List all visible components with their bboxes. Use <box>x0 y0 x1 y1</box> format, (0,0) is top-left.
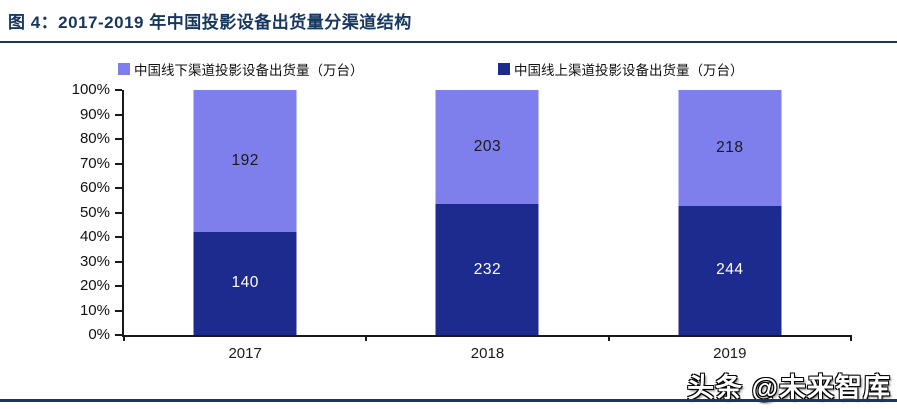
y-axis-tick <box>115 89 122 91</box>
y-axis-tick <box>115 187 122 189</box>
y-axis-tick-label: 60% <box>79 179 110 196</box>
bar-value-label: 218 <box>716 138 744 156</box>
y-axis-tick-label: 20% <box>79 277 110 294</box>
title-underline <box>0 41 897 43</box>
y-axis-tick-label: 30% <box>79 252 110 270</box>
y-axis-tick <box>115 236 122 238</box>
legend-item-offline: 中国线下渠道投影设备出货量（万台） <box>118 59 364 79</box>
x-axis-tick <box>365 335 368 341</box>
bar-value-label: 232 <box>473 260 502 278</box>
y-axis-tick <box>115 113 122 116</box>
bar-segment: 203 <box>435 90 539 205</box>
x-axis-category-label: 2017 <box>228 345 262 362</box>
plot-area: 0% 10% 20% 30% 40% 50% 60% 70% 80% 90% 100% 140 192 2… <box>72 81 852 362</box>
y-axis-tick-label: 100% <box>71 81 110 98</box>
y-axis-tick <box>115 309 122 312</box>
bar-segment: 192 <box>193 90 297 232</box>
y-axis-tick-label: 0% <box>88 326 110 343</box>
bar-segment: 232 <box>435 204 539 335</box>
bar-value-label: 203 <box>473 138 502 156</box>
x-axis-category-label: 2019 <box>713 345 747 362</box>
y-axis-tick-label: 10% <box>79 301 110 319</box>
bar-segment: 218 <box>678 90 782 206</box>
legend-swatch-offline-icon <box>118 63 130 75</box>
page-title: 图 4：2017-2019 年中国投影设备出货量分渠道结构 <box>8 13 412 32</box>
category-column: 140 192 2017 <box>124 90 366 362</box>
y-axis-tick <box>115 138 122 140</box>
y-axis-tick <box>115 260 122 263</box>
bar-value-label: 192 <box>231 151 259 169</box>
y-axis-tick <box>115 162 122 165</box>
legend-item-online: 中国线上渠道投影设备出货量（万台） <box>498 59 744 79</box>
category-column: 244 218 2019 <box>609 90 851 362</box>
y-axis-tick-label: 40% <box>79 228 110 245</box>
bar-value-label: 140 <box>231 274 259 292</box>
y-axis-tick <box>115 334 122 336</box>
chart-legend: 中国线下渠道投影设备出货量（万台） 中国线上渠道投影设备出货量（万台） <box>0 59 897 79</box>
x-axis-category-label: 2018 <box>470 345 505 362</box>
y-axis-tick-label: 70% <box>79 154 110 172</box>
category-column: 232 203 2018 <box>366 90 608 362</box>
legend-label-offline: 中国线下渠道投影设备出货量（万台） <box>134 63 364 78</box>
y-axis-tick <box>115 285 122 287</box>
legend-label-online: 中国线上渠道投影设备出货量（万台） <box>514 63 744 78</box>
stacked-bar: 140 192 <box>193 90 297 335</box>
x-axis-tick <box>607 335 610 341</box>
y-axis-tick-label: 90% <box>79 105 110 123</box>
watermark: 头条 @未来智库 <box>687 373 891 403</box>
bar-segment: 140 <box>193 231 297 335</box>
legend-swatch-online-icon <box>498 63 510 75</box>
y-axis-tick-label: 80% <box>79 130 110 147</box>
y-axis-tick-label: 50% <box>79 203 110 221</box>
stacked-bar: 244 218 <box>678 90 782 335</box>
bar-value-label: 244 <box>716 261 744 279</box>
x-axis-tick <box>123 335 125 341</box>
bottom-rule <box>0 399 897 402</box>
y-axis-tick <box>115 211 122 214</box>
bar-segment: 244 <box>678 205 782 335</box>
x-axis-tick <box>850 335 852 341</box>
stacked-bar: 232 203 <box>435 90 539 335</box>
